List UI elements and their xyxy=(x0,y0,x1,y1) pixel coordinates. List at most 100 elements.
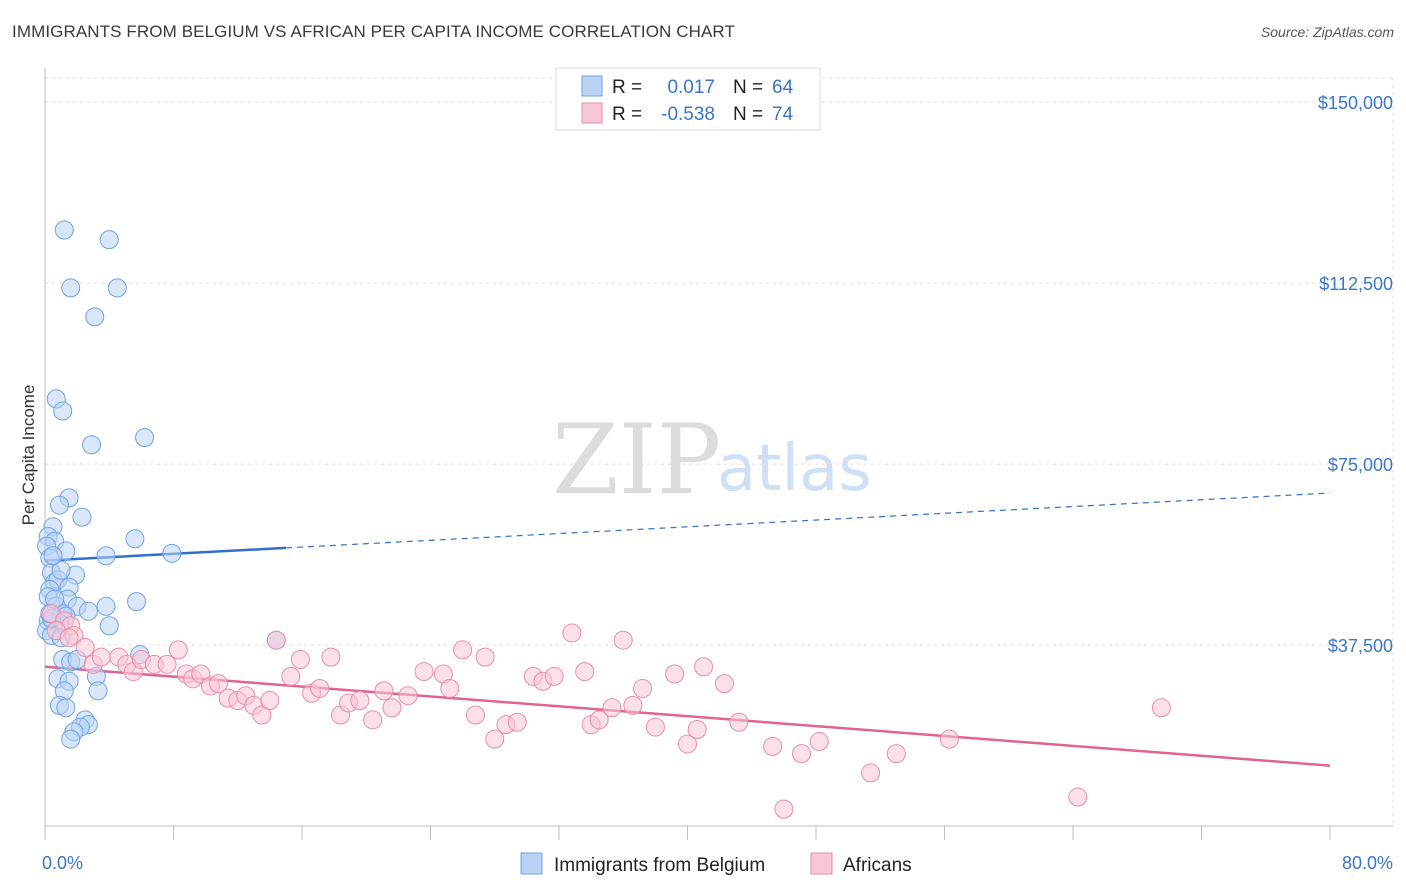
legend-r-value-belgium: 0.017 xyxy=(667,77,715,98)
legend-n-value-africans: 74 xyxy=(772,104,794,125)
point-africans-20 xyxy=(208,674,228,694)
legend-swatch-belgium xyxy=(581,75,603,97)
point-africans-66 xyxy=(729,712,749,732)
y-tick-label-3: $150,000 xyxy=(1318,93,1393,113)
point-belgium-10 xyxy=(49,495,69,515)
point-africans-56 xyxy=(602,698,622,718)
point-africans-5 xyxy=(59,628,79,648)
point-belgium-7 xyxy=(82,435,102,455)
point-belgium-8 xyxy=(135,428,155,448)
trend-lines xyxy=(44,492,1331,767)
y-axis-label: Per Capita Income xyxy=(19,385,38,526)
point-africans-46 xyxy=(485,729,505,749)
point-africans-62 xyxy=(678,734,697,754)
point-africans-52 xyxy=(562,623,582,643)
legend-r-label-africans: R = xyxy=(612,104,642,125)
point-africans-28 xyxy=(281,666,301,686)
point-africans-59 xyxy=(633,678,653,698)
point-belgium-34 xyxy=(78,601,98,621)
point-belgium-16 xyxy=(125,529,145,549)
legend: R = 0.017 N = 64 R = -0.538 N = 74 xyxy=(555,67,821,131)
point-belgium-51 xyxy=(88,681,108,701)
point-africans-72 xyxy=(886,744,906,764)
point-belgium-4 xyxy=(85,307,105,327)
point-africans-37 xyxy=(374,681,394,701)
point-africans-63 xyxy=(687,719,707,739)
chart-source: Source: ZipAtlas.com xyxy=(1260,24,1394,40)
x-tick-label-min: 0.0% xyxy=(42,853,83,873)
point-belgium-6 xyxy=(53,401,73,421)
legend-n-label-belgium: N = xyxy=(733,77,763,98)
legend-r-label-belgium: R = xyxy=(612,77,642,98)
point-africans-6 xyxy=(75,637,95,657)
point-africans-64 xyxy=(694,657,714,677)
legend-r-value-africans: -0.538 xyxy=(661,104,715,125)
point-africans-14 xyxy=(157,654,177,674)
axes xyxy=(44,68,1393,840)
legend-n-value-belgium: 64 xyxy=(772,77,794,98)
y-tick-label-2: $112,500 xyxy=(1319,274,1393,294)
point-africans-27 xyxy=(266,630,286,650)
point-africans-60 xyxy=(645,717,665,737)
point-africans-70 xyxy=(809,732,829,752)
point-africans-57 xyxy=(613,630,633,650)
point-belgium-0 xyxy=(54,220,74,240)
point-africans-15 xyxy=(168,640,188,660)
point-africans-36 xyxy=(363,710,383,730)
point-belgium-11 xyxy=(72,507,92,527)
point-africans-67 xyxy=(763,736,783,756)
point-belgium-1 xyxy=(99,230,119,250)
point-africans-61 xyxy=(665,664,685,684)
point-africans-68 xyxy=(774,799,794,819)
point-africans-39 xyxy=(398,686,418,706)
point-belgium-32 xyxy=(96,596,116,616)
point-africans-29 xyxy=(290,650,310,670)
x-tick-label-max: 80.0% xyxy=(1342,853,1393,873)
point-africans-32 xyxy=(321,647,341,667)
point-africans-25 xyxy=(252,705,272,725)
point-africans-35 xyxy=(350,691,370,711)
point-africans-58 xyxy=(623,695,643,715)
point-belgium-53 xyxy=(56,698,76,718)
point-africans-42 xyxy=(440,678,460,698)
data-points xyxy=(37,220,1171,819)
bottom-legend-swatch-africans xyxy=(810,852,833,875)
point-africans-73 xyxy=(939,729,959,749)
trend-dashed-belgium xyxy=(285,492,1331,549)
legend-n-label-africans: N = xyxy=(733,104,763,125)
point-belgium-63 xyxy=(43,546,63,566)
trend-solid-africans xyxy=(44,665,1331,767)
point-africans-55 xyxy=(589,710,609,730)
point-africans-74 xyxy=(1068,787,1088,807)
point-belgium-3 xyxy=(107,278,127,298)
point-belgium-58 xyxy=(61,729,81,749)
watermark-atlas: atlas xyxy=(717,432,872,506)
y-tick-label-0: $37,500 xyxy=(1328,636,1393,656)
point-africans-71 xyxy=(861,763,881,783)
bottom-legend: Immigrants from Belgium Africans xyxy=(520,852,912,876)
point-belgium-62 xyxy=(51,560,71,580)
point-africans-31 xyxy=(310,678,330,698)
point-africans-75 xyxy=(1151,698,1171,718)
y-tick-label-1: $75,000 xyxy=(1328,455,1393,475)
bottom-legend-swatch-belgium xyxy=(520,852,543,875)
tick-labels: $37,500 $75,000 $112,500 $150,000 0.0% 80.0% xyxy=(42,93,1393,873)
point-africans-44 xyxy=(465,705,485,725)
point-africans-65 xyxy=(714,674,734,694)
chart-title: IMMIGRANTS FROM BELGIUM VS AFRICAN PER C… xyxy=(12,22,735,41)
legend-swatch-africans xyxy=(581,102,603,124)
point-belgium-19 xyxy=(96,546,116,566)
point-africans-53 xyxy=(575,662,595,682)
point-belgium-18 xyxy=(162,543,182,563)
point-africans-26 xyxy=(260,691,280,711)
bottom-legend-label-belgium: Immigrants from Belgium xyxy=(554,855,765,876)
point-africans-51 xyxy=(544,666,564,686)
bottom-legend-label-africans: Africans xyxy=(843,855,912,876)
point-africans-48 xyxy=(507,712,527,732)
point-africans-8 xyxy=(91,647,111,667)
point-belgium-38 xyxy=(99,616,119,636)
watermark-zip: ZIP xyxy=(552,404,721,516)
point-africans-69 xyxy=(792,744,812,764)
point-africans-40 xyxy=(414,662,434,682)
